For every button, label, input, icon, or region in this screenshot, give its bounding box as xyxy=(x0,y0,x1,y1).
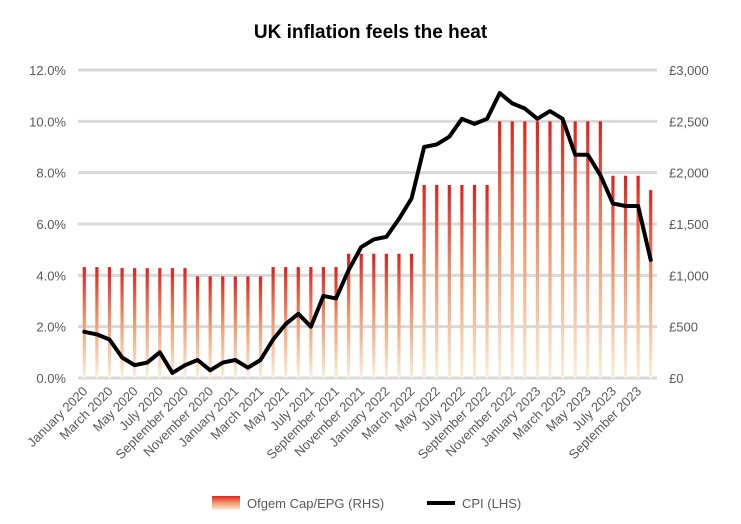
ofgem-bar xyxy=(472,184,477,378)
left-tick-label: 0.0% xyxy=(36,371,66,386)
chart-title: UK inflation feels the heat xyxy=(253,22,488,43)
cpi-line xyxy=(82,91,653,375)
legend-item-cpi: CPI (LHS) xyxy=(427,496,521,511)
ofgem-bar xyxy=(221,276,225,378)
ofgem-bar xyxy=(560,121,565,378)
ofgem-bar xyxy=(321,267,326,378)
ofgem-bar xyxy=(409,253,414,378)
ofgem-bar xyxy=(95,267,99,378)
left-tick-label: 4.0% xyxy=(36,268,66,283)
ofgem-bar xyxy=(195,276,200,378)
ofgem-bar xyxy=(296,267,300,378)
ofgem-bar xyxy=(573,121,577,378)
ofgem-bar xyxy=(548,121,552,378)
ofgem-bar xyxy=(183,268,187,378)
right-tick-label: £1,000 xyxy=(669,268,709,283)
left-tick-label: 10.0% xyxy=(29,114,66,129)
right-tick-label: £500 xyxy=(669,320,698,335)
ofgem-bar xyxy=(535,121,540,378)
ofgem-bar xyxy=(120,268,124,378)
ofgem-bar xyxy=(334,267,338,378)
ofgem-bar xyxy=(623,175,628,378)
legend-label-ofgem: Ofgem Cap/EPG (RHS) xyxy=(247,496,384,511)
ofgem-bar xyxy=(510,121,514,378)
cpi-line-layer xyxy=(82,91,653,375)
legend-label-cpi: CPI (LHS) xyxy=(462,496,521,511)
ofgem-bar xyxy=(233,276,237,378)
ofgem-bar xyxy=(271,267,275,378)
left-tick-label: 12.0% xyxy=(29,63,66,78)
left-axis: 0.0% 2.0% 4.0% 6.0% 8.0% 10.0% 12.0% xyxy=(29,63,66,386)
ofgem-bar xyxy=(107,267,112,378)
ofgem-bar xyxy=(498,121,502,378)
right-tick-label: £1,500 xyxy=(669,217,709,232)
ofgem-bar xyxy=(145,268,149,378)
ofgem-bar xyxy=(359,253,363,378)
ofgem-bar xyxy=(170,268,175,378)
ofgem-bar xyxy=(435,184,439,378)
ofgem-bar xyxy=(82,267,86,378)
left-tick-label: 6.0% xyxy=(36,217,66,232)
right-tick-label: £3,000 xyxy=(669,63,709,78)
left-tick-label: 2.0% xyxy=(36,320,66,335)
ofgem-bar xyxy=(347,253,351,378)
ofgem-bar xyxy=(460,184,464,378)
right-axis: £0 £500 £1,000 £1,500 £2,000 £2,500 £3,000 xyxy=(669,63,709,386)
ofgem-bar xyxy=(485,184,489,378)
legend-swatch-ofgem xyxy=(212,496,240,510)
ofgem-bar xyxy=(598,121,602,378)
ofgem-bar xyxy=(372,253,376,378)
ofgem-bar xyxy=(258,276,263,378)
ofgem-bar xyxy=(246,276,250,378)
legend: Ofgem Cap/EPG (RHS) CPI (LHS) xyxy=(212,496,521,511)
left-tick-label: 8.0% xyxy=(36,166,66,181)
ofgem-bar xyxy=(158,268,162,378)
legend-item-ofgem: Ofgem Cap/EPG (RHS) xyxy=(212,496,384,511)
ofgem-bar xyxy=(586,121,590,378)
ofgem-bar xyxy=(133,268,137,378)
ofgem-bar xyxy=(397,253,401,378)
ofgem-bar xyxy=(611,175,615,378)
ofgem-bar xyxy=(636,175,640,378)
ofgem-bar xyxy=(384,253,388,378)
ofgem-bar xyxy=(447,184,451,378)
ofgem-bar xyxy=(523,121,527,378)
ofgem-bar xyxy=(422,184,426,378)
ofgem-bar xyxy=(208,276,212,378)
right-tick-label: £0 xyxy=(669,371,683,386)
right-tick-label: £2,500 xyxy=(669,114,709,129)
gridlines xyxy=(78,68,657,380)
ofgem-bar xyxy=(649,190,653,378)
ofgem-bars xyxy=(82,121,653,378)
right-tick-label: £2,000 xyxy=(669,166,709,181)
